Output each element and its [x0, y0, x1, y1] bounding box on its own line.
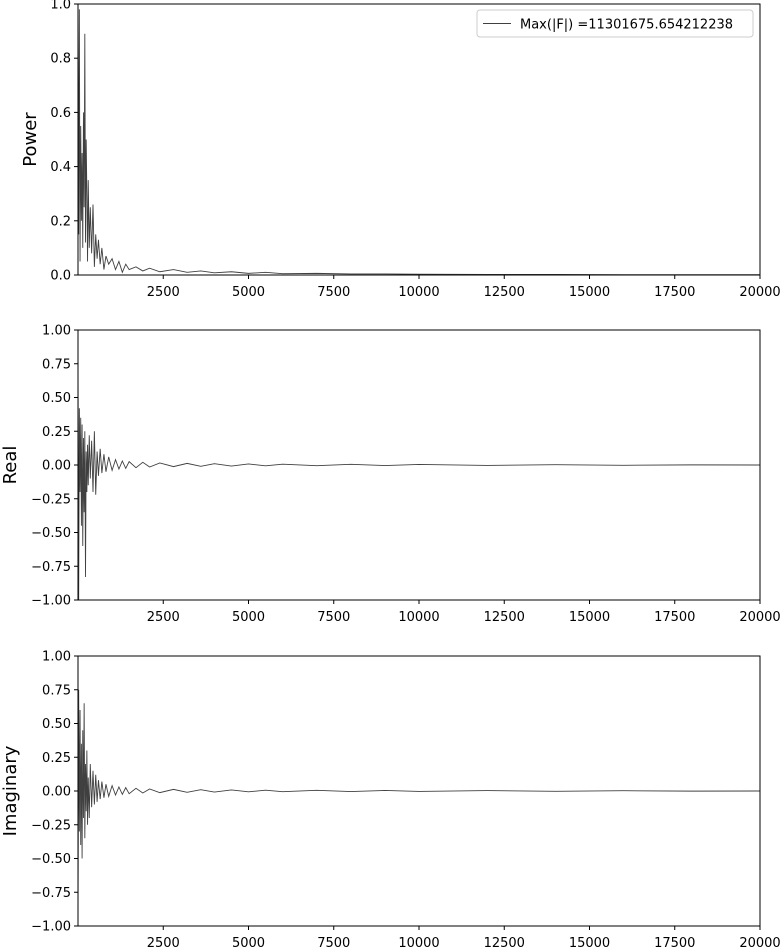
imaginary-y-tick-label: 0.50	[42, 717, 71, 732]
power-x-tick-label: 15000	[569, 285, 610, 300]
panel-power: 2500 5000 7500 10000 12500 15000 17500 20000 0.0…	[20, 0, 781, 300]
real-x-tick-label: 17500	[654, 610, 695, 625]
legend: Max(|F|) =11301675.654212238	[476, 9, 754, 38]
power-x-tick-label: 7500	[317, 285, 350, 300]
real-y-tick-label: −0.75	[31, 560, 71, 575]
imaginary-series-line	[78, 689, 760, 920]
power-x-tick-label: 10000	[398, 285, 439, 300]
power-series-line	[78, 4, 760, 275]
imaginary-y-tick-label: 1.00	[42, 650, 71, 665]
imaginary-y-tick-label: −1.00	[31, 920, 71, 935]
real-y-axis-label: Real	[0, 446, 21, 485]
real-x-tick-label: 2500	[147, 610, 180, 625]
imaginary-x-tick-label: 2500	[147, 936, 180, 951]
imaginary-y-tick-label: 0.25	[42, 751, 71, 766]
real-y-tick-label: 1.00	[42, 324, 71, 339]
imaginary-y-tick-label: −0.25	[31, 818, 71, 833]
imaginary-x-tick-label: 7500	[317, 936, 350, 951]
real-x-tick-label: 7500	[317, 610, 350, 625]
imaginary-x-tick-label: 10000	[398, 936, 439, 951]
real-y-tick-label: 0.50	[42, 391, 71, 406]
power-y-tick-label: 0.2	[50, 214, 71, 229]
legend-label: Max(|F|) =11301675.654212238	[520, 18, 733, 33]
imaginary-y-axis-label: Imaginary	[0, 745, 21, 836]
power-y-tick-label: 0.8	[50, 52, 71, 67]
real-y-tick-label: 0.00	[42, 459, 71, 474]
imaginary-y-tick-label: −0.50	[31, 852, 71, 867]
real-y-tick-label: −1.00	[31, 594, 71, 609]
panel-imaginary: 2500 5000 7500 10000 12500 15000 17500 20000 −1.…	[0, 650, 781, 951]
legend-box	[476, 9, 754, 38]
power-x-tick-label: 20000	[739, 285, 780, 300]
real-y-tick-label: −0.50	[31, 526, 71, 541]
imaginary-y-tick-label: −0.75	[31, 886, 71, 901]
imaginary-x-tick-label: 20000	[739, 936, 780, 951]
real-y-tick-label: 0.25	[42, 425, 71, 440]
real-x-tick-label: 20000	[739, 610, 780, 625]
power-y-tick-label: 0.4	[50, 160, 71, 175]
power-x-tick-label: 12500	[484, 285, 525, 300]
real-x-tick-label: 10000	[398, 610, 439, 625]
power-y-axis-label: Power	[20, 112, 41, 167]
power-x-tick-label: 17500	[654, 285, 695, 300]
imaginary-y-tick-label: 0.75	[42, 683, 71, 698]
real-x-tick-label: 15000	[569, 610, 610, 625]
panel-real: 2500 5000 7500 10000 12500 15000 17500 20000 −1.…	[0, 324, 781, 626]
power-x-tick-label: 2500	[147, 285, 180, 300]
real-series-line	[78, 363, 760, 600]
imaginary-x-tick-label: 5000	[232, 936, 265, 951]
power-y-tick-label: 0.0	[50, 269, 71, 284]
power-y-tick-label: 1.0	[50, 0, 71, 13]
real-y-tick-label: 0.75	[42, 357, 71, 372]
power-x-tick-label: 5000	[232, 285, 265, 300]
imaginary-x-tick-label: 17500	[654, 936, 695, 951]
real-x-tick-label: 5000	[232, 610, 265, 625]
imaginary-x-tick-label: 12500	[484, 936, 525, 951]
imaginary-x-tick-label: 15000	[569, 936, 610, 951]
imaginary-y-tick-label: 0.00	[42, 785, 71, 800]
power-y-tick-label: 0.6	[50, 106, 71, 121]
real-y-tick-label: −0.25	[31, 492, 71, 507]
real-x-tick-label: 12500	[484, 610, 525, 625]
